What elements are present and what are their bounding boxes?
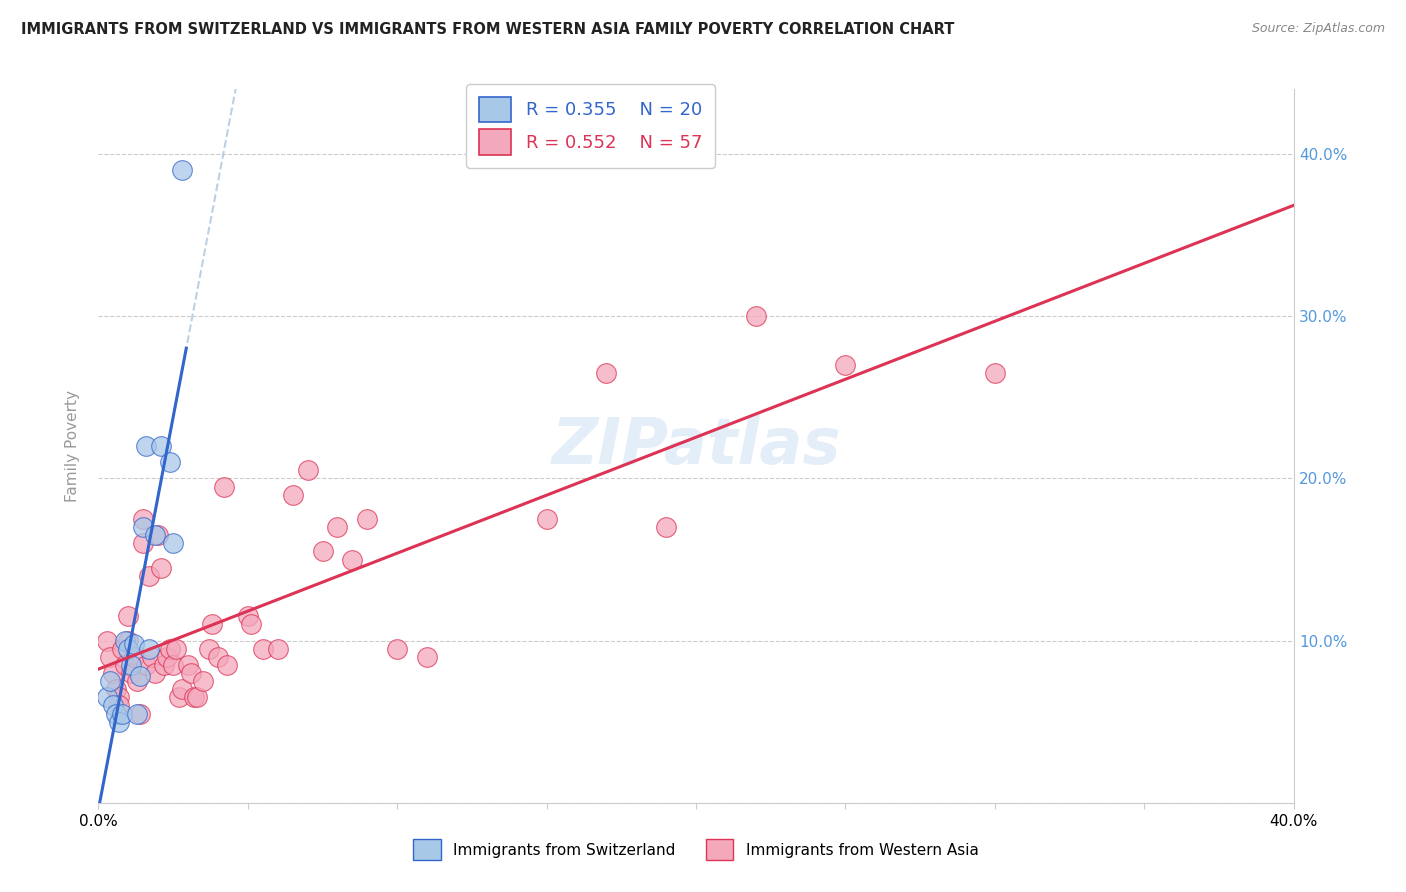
Point: [745, 310, 768, 324]
Point: [141, 649, 163, 664]
Point: [132, 512, 155, 526]
Point: [135, 657, 157, 672]
Point: [167, 690, 190, 705]
Point: [114, 657, 136, 672]
Point: [103, 666, 125, 681]
Point: [105, 706, 128, 721]
Point: [159, 641, 181, 656]
Point: [239, 617, 262, 632]
Point: [984, 366, 1007, 380]
Point: [117, 633, 139, 648]
Point: [212, 479, 235, 493]
Point: [342, 552, 364, 566]
Point: [114, 633, 136, 648]
Point: [124, 649, 146, 664]
Point: [162, 657, 184, 672]
Point: [311, 544, 333, 558]
Point: [138, 568, 160, 582]
Point: [150, 560, 173, 574]
Point: [186, 690, 208, 705]
Point: [416, 649, 439, 664]
Point: [138, 641, 160, 656]
Point: [127, 674, 149, 689]
Point: [236, 609, 259, 624]
Point: [595, 366, 617, 380]
Point: [159, 455, 181, 469]
Text: IMMIGRANTS FROM SWITZERLAND VS IMMIGRANTS FROM WESTERN ASIA FAMILY POVERTY CORRE: IMMIGRANTS FROM SWITZERLAND VS IMMIGRANT…: [21, 22, 955, 37]
Point: [96, 690, 118, 705]
Point: [252, 641, 274, 656]
Point: [132, 536, 155, 550]
Point: [207, 649, 229, 664]
Y-axis label: Family Poverty: Family Poverty: [65, 390, 80, 502]
Point: [183, 690, 205, 705]
Point: [117, 641, 139, 656]
Point: [129, 706, 152, 721]
Point: [108, 690, 131, 705]
Point: [162, 536, 184, 550]
Point: [385, 641, 409, 656]
Point: [536, 512, 558, 526]
Point: [108, 698, 131, 713]
Point: [215, 657, 238, 672]
Point: [267, 641, 290, 656]
Point: [150, 439, 173, 453]
Point: [100, 649, 122, 664]
Point: [120, 666, 142, 681]
Point: [132, 520, 155, 534]
Point: [100, 674, 122, 689]
Point: [105, 682, 128, 697]
Point: [127, 706, 149, 721]
Point: [172, 682, 194, 697]
Point: [143, 666, 166, 681]
Point: [111, 641, 134, 656]
Legend: Immigrants from Switzerland, Immigrants from Western Asia: Immigrants from Switzerland, Immigrants …: [408, 832, 984, 866]
Point: [156, 649, 179, 664]
Point: [108, 714, 131, 729]
Point: [143, 528, 166, 542]
Point: [326, 520, 349, 534]
Point: [198, 641, 221, 656]
Text: Source: ZipAtlas.com: Source: ZipAtlas.com: [1251, 22, 1385, 36]
Point: [129, 669, 152, 683]
Point: [201, 617, 224, 632]
Point: [655, 520, 678, 534]
Point: [124, 637, 146, 651]
Point: [96, 633, 118, 648]
Text: ZIPatlas: ZIPatlas: [551, 415, 841, 477]
Point: [153, 657, 176, 672]
Point: [297, 463, 319, 477]
Point: [103, 698, 125, 713]
Point: [135, 439, 157, 453]
Point: [281, 488, 304, 502]
Point: [356, 512, 378, 526]
Point: [180, 666, 202, 681]
Point: [834, 358, 856, 372]
Point: [148, 528, 170, 542]
Point: [117, 609, 139, 624]
Point: [172, 163, 194, 178]
Point: [177, 657, 200, 672]
Point: [191, 674, 214, 689]
Point: [111, 706, 134, 721]
Point: [165, 641, 187, 656]
Point: [120, 657, 142, 672]
